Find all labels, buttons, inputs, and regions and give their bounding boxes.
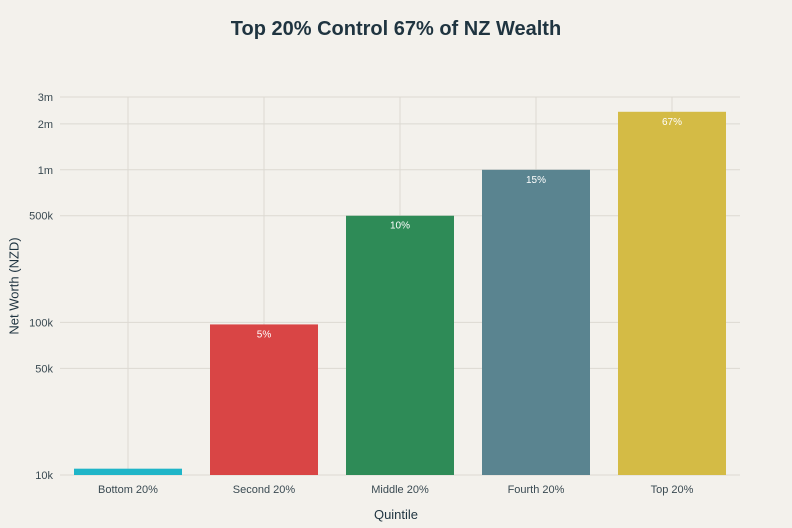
x-tick-label: Bottom 20% [98,484,158,496]
y-axis-title: Net Worth (NZD) [6,237,22,335]
x-axis-title: Quintile [373,507,419,522]
y-tick-label: 100k [29,317,53,329]
y-tick-label: 50k [35,363,53,375]
bar-3 [346,215,454,475]
x-tick-label: Middle 20% [371,484,429,496]
bar-5 [618,111,726,476]
bar-data-label: 15% [526,175,546,186]
bar-4 [482,169,590,476]
bar-data-label: 10% [390,221,410,232]
x-tick-label: Top 20% [651,484,694,496]
bar-data-label: 5% [257,329,272,340]
bar-1 [74,468,182,475]
bar-2 [210,324,318,475]
chart-title: Top 20% Control 67% of NZ Wealth [230,18,562,40]
x-tick-label: Fourth 20% [508,484,565,496]
y-tick-label: 2m [38,119,53,131]
y-tick-label: 10k [35,470,53,482]
y-tick-label: 500k [29,211,53,223]
x-tick-label: Second 20% [233,484,296,496]
bar-data-label: 67% [662,117,682,128]
y-tick-label: 3m [38,92,53,104]
y-tick-label: 1m [38,165,53,177]
